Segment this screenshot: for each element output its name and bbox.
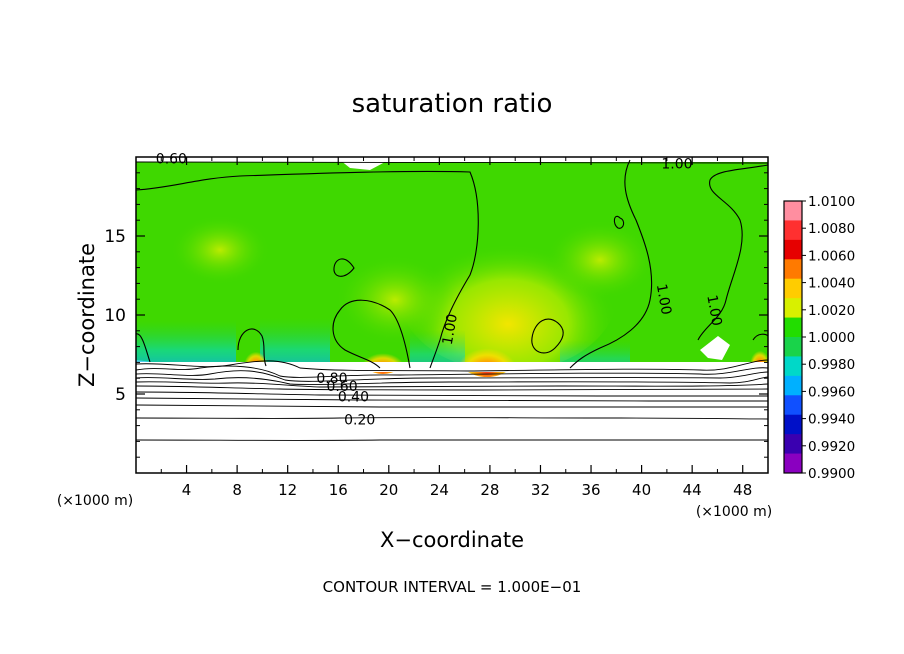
x-tick-label: 36 xyxy=(581,481,600,499)
colorbar-tick-label: 1.0020 xyxy=(808,303,855,319)
chart-title: saturation ratio xyxy=(352,89,553,119)
colorbar-swatch xyxy=(784,356,802,377)
contour-interval-note: CONTOUR INTERVAL = 1.000E−01 xyxy=(323,578,582,596)
contour-label: 0.40 xyxy=(338,389,369,405)
contour-label: 1.00 xyxy=(653,283,674,316)
colorbar-tick-label: 0.9940 xyxy=(808,412,855,428)
x-tick-label: 40 xyxy=(632,481,651,499)
contour-label: 0.60 xyxy=(326,379,357,395)
colorbar-tick-label: 1.0040 xyxy=(808,276,855,292)
colorbar-tick-label: 0.9980 xyxy=(808,357,855,373)
colorbar-tick-label: 0.9960 xyxy=(808,384,855,400)
colorbar-swatch xyxy=(784,453,802,474)
colorbar-swatch xyxy=(784,201,802,221)
contour-label: 1.00 xyxy=(661,156,692,172)
colorbar-swatch xyxy=(784,259,802,280)
colorbar-tick-label: 0.9920 xyxy=(808,439,855,455)
y-tick-label: 10 xyxy=(104,306,126,326)
colorbar-tick-label: 1.0000 xyxy=(808,330,855,346)
colorbar-tick-label: 1.0060 xyxy=(808,248,855,264)
x-tick-label: 32 xyxy=(531,481,550,499)
contour-label: 1.00 xyxy=(440,313,461,346)
colorbar-swatch xyxy=(784,278,802,299)
colorbar-swatch xyxy=(784,434,802,455)
heatmap-field xyxy=(136,157,768,473)
colorbar-swatch xyxy=(784,395,802,416)
colorbar-tick-label: 0.9900 xyxy=(808,466,855,482)
contour-label: 1.00 xyxy=(703,294,724,327)
x-tick-label: 24 xyxy=(430,481,449,499)
x-tick-label: 28 xyxy=(480,481,499,499)
colorbar-swatch xyxy=(784,239,802,260)
y-tick-label: 15 xyxy=(104,227,126,247)
x-tick-label: 48 xyxy=(733,481,752,499)
y-axis-label: Z−coordinate xyxy=(75,243,99,387)
colorbar-tick-label: 1.0100 xyxy=(808,194,855,210)
x-tick-label: 20 xyxy=(379,481,398,499)
x-tick-label: 44 xyxy=(683,481,702,499)
colorbar-tick-label: 1.0080 xyxy=(808,221,855,237)
x-tick-label: 4 xyxy=(182,481,192,499)
colorbar-swatch xyxy=(784,414,802,435)
contour-label: 0.60 xyxy=(156,152,187,168)
x-tick-label: 12 xyxy=(278,481,297,499)
contour-label: 0.80 xyxy=(316,371,347,387)
x-unit-left: (×1000 m) xyxy=(57,493,133,509)
colorbar-swatch xyxy=(784,317,802,338)
y-tick-label: 5 xyxy=(115,385,126,405)
contour-label: 0.20 xyxy=(344,412,375,428)
x-tick-label: 16 xyxy=(329,481,348,499)
x-tick-label: 8 xyxy=(232,481,242,499)
colorbar-swatch xyxy=(784,375,802,396)
x-axis-label: X−coordinate xyxy=(380,528,524,552)
x-unit-right: (×1000 m) xyxy=(696,504,772,520)
colorbar-swatch xyxy=(784,298,802,319)
colorbar-swatch xyxy=(784,337,802,357)
colorbar-swatch xyxy=(784,220,802,241)
